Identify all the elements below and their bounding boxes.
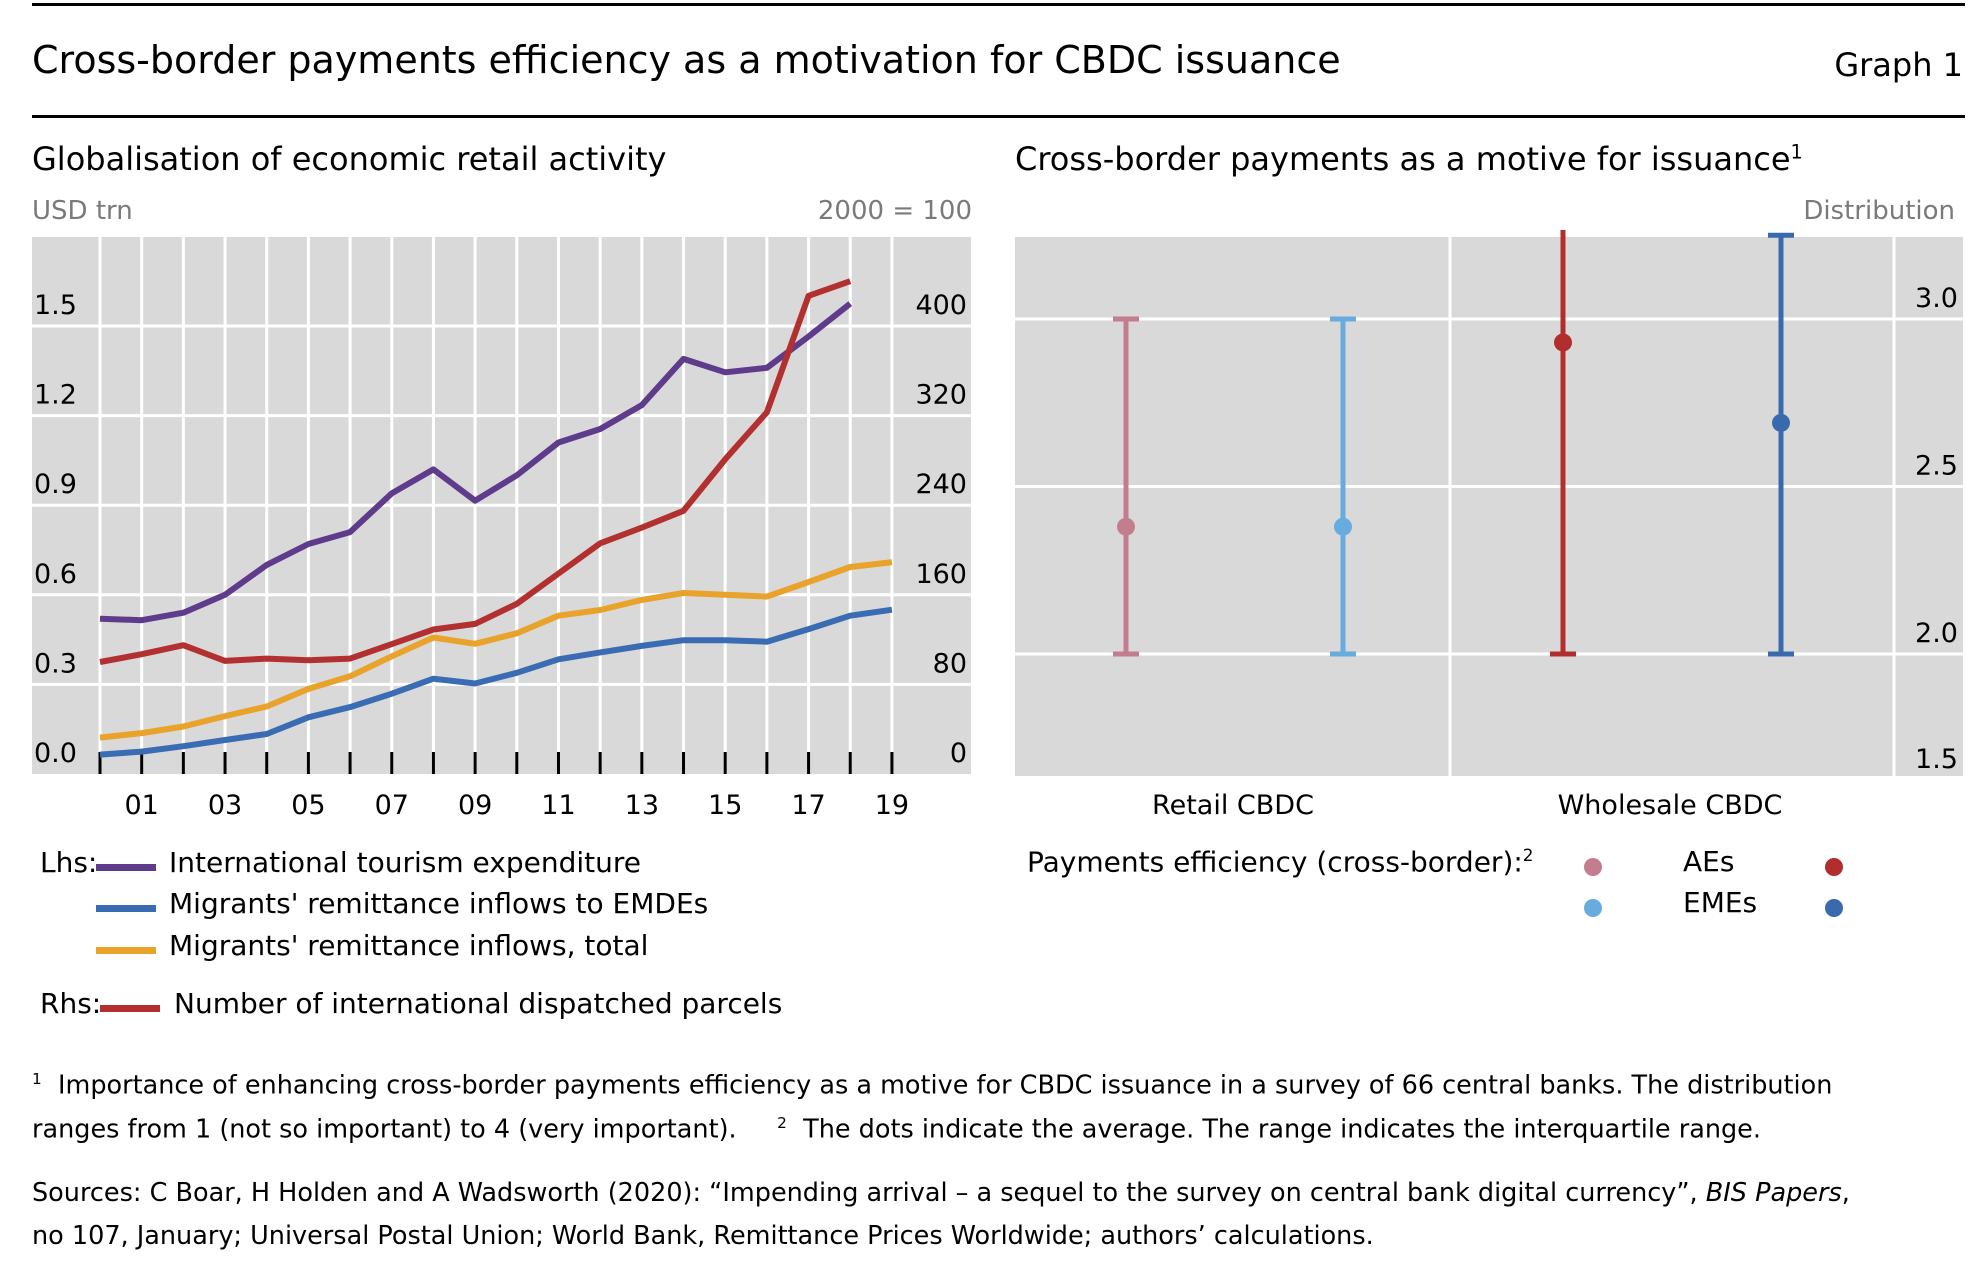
footnote-1: 1 Importance of enhancing cross-border p… [32,1057,1832,1108]
left-line-chart: 0.0 0.3 0.6 0.9 1.2 1.5 0 80 160 240 320 400 01 03 05 0… [32,237,971,821]
footnote-1-line1: Importance of enhancing cross-border pay… [57,1070,1833,1101]
left-axis-unit: USD trn [32,196,133,226]
legend-item-tourism: International tourism expenditure [169,846,641,879]
errorbar-retail-cbdc-emes [1330,316,1356,657]
legend-aes: AEs [1683,845,1735,878]
footnote-ref-2: 2 [1522,845,1534,865]
right-panel-title: Cross-border payments as a motive for is… [1015,140,1803,178]
x-tick-label: 05 [291,790,325,821]
errorbar-wholesale-cbdc-emes [1768,232,1794,657]
y-left-tick-label: 1.5 [34,290,77,321]
average-dot [1334,517,1352,536]
legend-rhs-label: Rhs: [40,987,102,1020]
y-right-tick-label: 0 [950,738,967,769]
legend-item-emde: Migrants' remittance inflows to EMDEs [169,887,709,920]
y-tick-label: 2.0 [1915,618,1958,649]
plot-background [1015,237,1963,776]
sources-line2: no 107, January; Universal Postal Union;… [32,1221,1374,1251]
footnote-1-line2: ranges from 1 (not so important) to 4 (v… [32,1114,737,1145]
series-line-migrants-remittance-inflows-total [99,559,893,741]
footnote-ref-1: 1 [1790,140,1803,164]
y-left-tick-label: 0.6 [34,559,77,590]
legend-item-total: Migrants' remittance inflows, total [169,929,649,962]
y-left-tick-label: 0.0 [34,738,77,769]
footnote-2-num: 2 [777,1114,787,1132]
x-tick-label: 09 [458,790,492,821]
x-tick-label: 17 [791,790,825,821]
sources: Sources: C Boar, H Holden and A Wadswort… [32,1171,1850,1215]
legend-emes: EMEs [1683,886,1758,919]
right-axis-unit: 2000 = 100 [817,196,972,226]
y-right-tick-label: 240 [915,469,967,500]
series-line-migrants-remittance-inflows-to-emdes [99,606,893,758]
y-left-tick-label: 1.2 [34,380,77,411]
y-right-tick-label: 400 [915,290,967,321]
sources-comma: , [1841,1178,1850,1208]
y-left-tick-label: 0.9 [34,469,77,500]
y-tick-label: 3.0 [1915,283,1958,314]
x-tick-label: 07 [375,790,409,821]
legend-dot-wholesale-emes [1825,899,1843,917]
distribution-axis-unit: Distribution [1803,196,1955,226]
sources-publication: BIS Papers [1705,1178,1842,1208]
x-tick-label: 03 [208,790,242,821]
x-tick-label: 15 [708,790,742,821]
title-rule [32,115,1965,118]
x-tick-label: 13 [625,790,659,821]
x-tick-label: 19 [875,790,909,821]
errorbar-wholesale-cbdc-aes [1550,230,1576,657]
y-left-tick-label: 0.3 [34,648,77,679]
legend-swatch-emde [96,905,156,912]
legend-swatch-tourism [96,864,156,871]
average-dot [1554,333,1572,352]
average-dot [1117,517,1135,536]
y-right-tick-label: 80 [933,648,967,679]
legend-swatch-parcels [100,1005,160,1012]
y-tick-label: 2.5 [1915,451,1958,482]
errorbar-retail-cbdc-aes [1113,316,1139,657]
legend-swatch-total [96,947,156,954]
graph-title: Cross-border payments efficiency as a mo… [32,38,1341,82]
series-line-international-tourism-expenditure [99,301,853,624]
x-tick-label: 11 [541,790,575,821]
y-right-tick-label: 160 [915,559,967,590]
series-line-number-of-international-dispatched-parcels [99,278,852,665]
y-right-tick-label: 320 [915,380,967,411]
footnote-2-text: The dots indicate the average. The range… [803,1114,1761,1145]
average-dot [1772,413,1790,432]
left-panel-title: Globalisation of economic retail activit… [32,140,667,178]
legend-dot-retail-emes [1584,899,1602,917]
legend-dot-retail-aes [1584,858,1602,876]
sources-2: no 107, January; Universal Postal Union;… [32,1214,1374,1258]
y-tick-label: 1.5 [1915,744,1958,775]
footnote-1-num: 1 [32,1070,42,1088]
legend-payments-label: Payments efficiency (cross-border): [1027,845,1523,879]
footnote-1-2: ranges from 1 (not so important) to 4 (v… [32,1101,1761,1152]
legend-lhs-label: Lhs: [40,846,98,879]
category-label: Retail CBDC [1152,790,1314,821]
legend-payments-efficiency: Payments efficiency (cross-border):2 [1027,845,1533,878]
sources-line1: Sources: C Boar, H Holden and A Wadswort… [32,1178,1698,1208]
top-rule [32,3,1965,6]
graph-number: Graph 1 [1834,46,1963,84]
legend-dot-wholesale-aes [1825,858,1843,876]
x-tick-label: 01 [125,790,159,821]
right-panel-title-text: Cross-border payments as a motive for is… [1015,140,1791,178]
category-label: Wholesale CBDC [1558,790,1783,821]
legend-item-parcels: Number of international dispatched parce… [174,987,783,1020]
